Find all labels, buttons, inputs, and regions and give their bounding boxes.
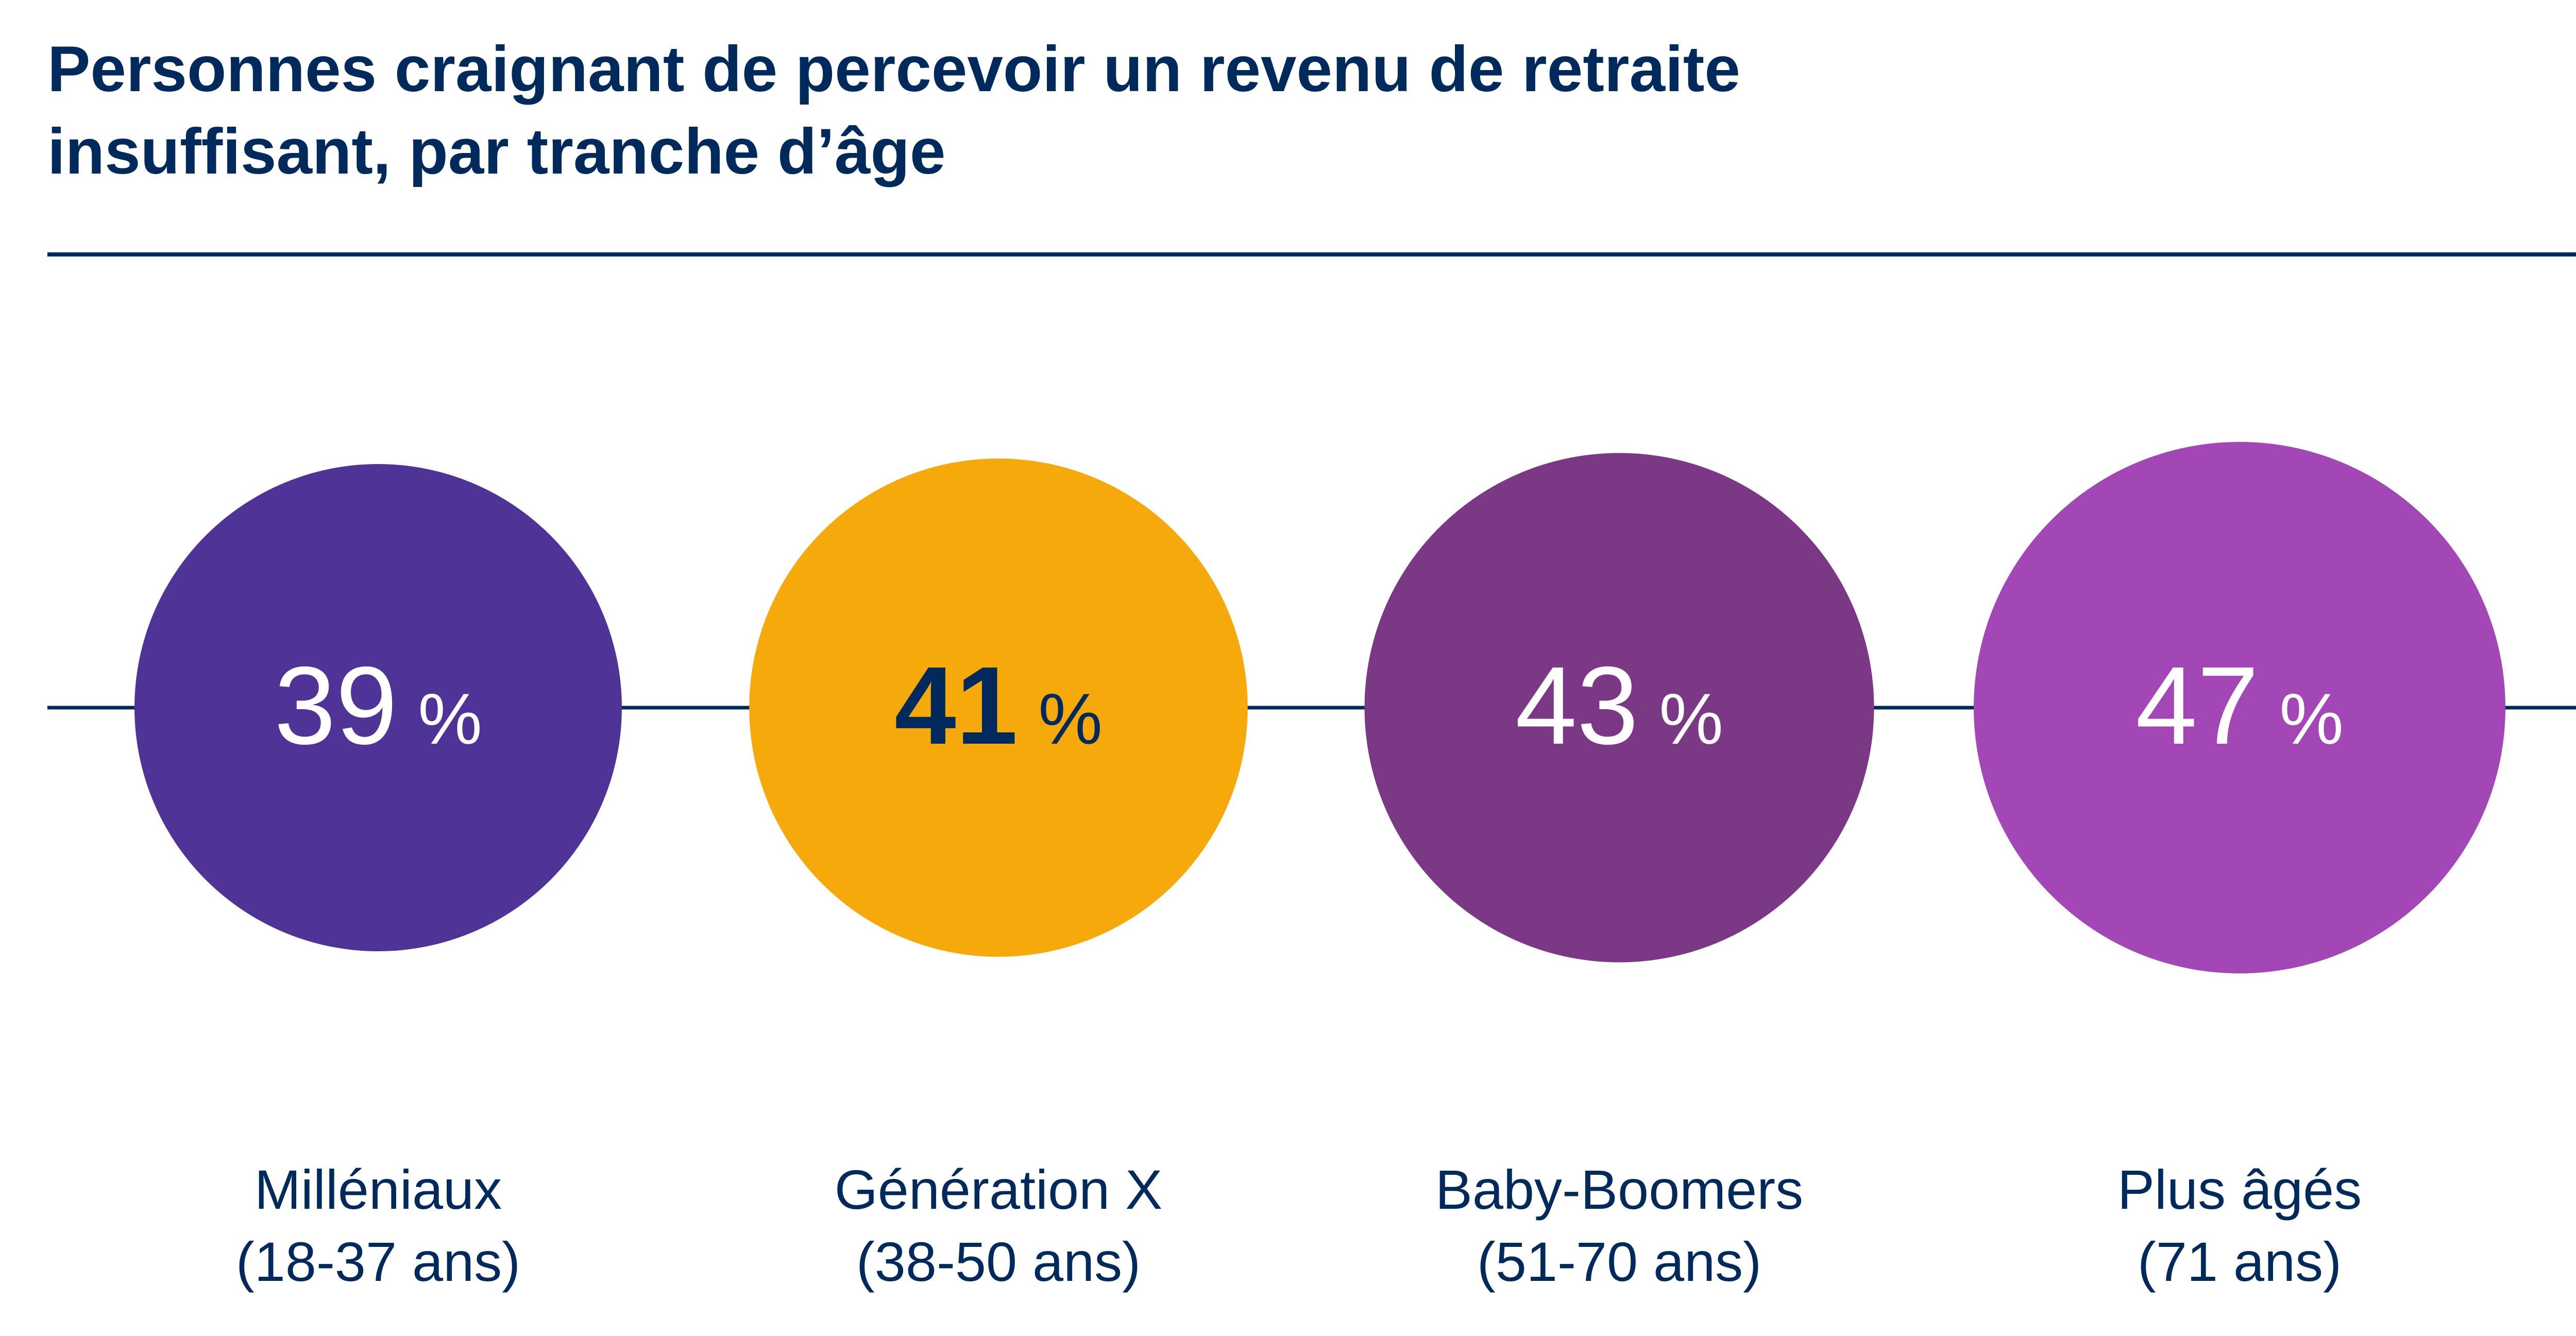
value-label: 41% xyxy=(894,643,1103,767)
bubble-1 xyxy=(134,464,622,951)
category-label: Génération X (38-50 ans) xyxy=(715,1154,1282,1298)
category-name: Génération X xyxy=(834,1158,1163,1221)
value-unit: % xyxy=(1659,678,1723,759)
category-label: Baby-Boomers (51-70 ans) xyxy=(1336,1154,1903,1298)
category-age-range: (18-37 ans) xyxy=(235,1230,521,1293)
category-label: Plus âgés (71 ans) xyxy=(1956,1154,2523,1298)
bubble-4 xyxy=(1974,442,2505,973)
category-label: Milléniaux (18-37 ans) xyxy=(95,1154,662,1298)
category-name: Milléniaux xyxy=(254,1158,502,1221)
category-name: Baby-Boomers xyxy=(1435,1158,1804,1221)
value-unit: % xyxy=(2279,678,2343,759)
value-number: 47 xyxy=(2136,643,2259,767)
category-age-range: (71 ans) xyxy=(2137,1230,2342,1293)
category-name: Plus âgés xyxy=(2117,1158,2362,1221)
value-label: 47% xyxy=(2136,643,2344,767)
value-number: 39 xyxy=(274,643,397,767)
value-number: 41 xyxy=(894,643,1018,767)
title-divider xyxy=(47,252,2576,256)
category-age-range: (51-70 ans) xyxy=(1477,1230,1762,1293)
value-number: 43 xyxy=(1515,643,1638,767)
value-unit: % xyxy=(418,678,482,759)
value-unit: % xyxy=(1038,678,1102,759)
value-label: 43% xyxy=(1515,643,1723,767)
bubble-3 xyxy=(1364,453,1874,963)
chart-title: Personnes craignant de percevoir un reve… xyxy=(47,33,1740,187)
category-age-range: (38-50 ans) xyxy=(856,1230,1141,1293)
value-label: 39% xyxy=(274,643,482,767)
bubble-2 xyxy=(749,458,1248,957)
